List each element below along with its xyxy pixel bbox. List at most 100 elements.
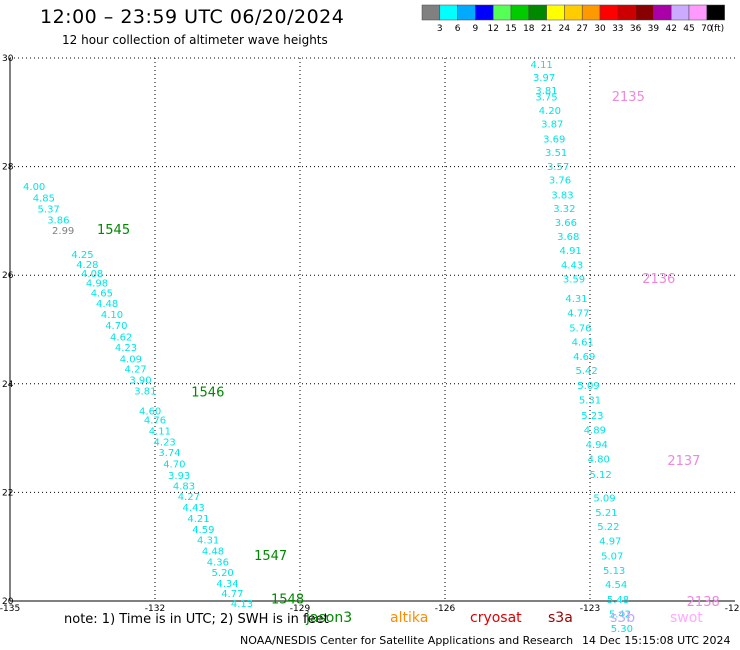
wave-height-label: 4.36 [207, 557, 229, 568]
y-tick-label: 30 [2, 54, 14, 64]
colorbar-swatch [653, 4, 672, 21]
wave-height-label: 4.89 [584, 425, 606, 436]
wave-height-label: 5.09 [577, 381, 599, 392]
wave-height-label: 4.23 [154, 437, 176, 448]
wave-height-label: 3.57 [547, 162, 569, 173]
colorbar-label: 21 [541, 24, 552, 34]
y-tick-label: 26 [2, 271, 14, 281]
wave-height-label: 4.11 [149, 426, 171, 437]
wave-height-label: 3.93 [168, 471, 190, 482]
wave-height-label: 4.91 [560, 246, 582, 257]
wave-height-label: 3.76 [549, 176, 571, 187]
footer-note: note: 1) Time is in UTC; 2) SWH is in fe… [64, 612, 329, 627]
colorbar-label: 33 [612, 24, 623, 34]
colorbar-swatch [492, 4, 512, 21]
colorbar-swatch [706, 4, 725, 21]
colorbar-swatch [617, 4, 636, 21]
legend-swot: swot [670, 610, 703, 626]
legend-cryosat: cryosat [470, 610, 522, 626]
colorbar-swatch [635, 4, 654, 21]
wave-height-label: 3.83 [551, 190, 573, 201]
colorbar-swatch [688, 4, 708, 21]
wave-height-label: 4.21 [187, 514, 209, 525]
wave-height-label: 4.34 [216, 579, 238, 590]
colorbar-swatch [528, 4, 547, 21]
wave-height-label: 3.74 [158, 448, 180, 459]
wave-height-label: 5.42 [609, 609, 631, 620]
colorbar-swatch [599, 4, 619, 21]
wave-height-label: 4.31 [197, 536, 219, 547]
wave-height-label: 4.27 [125, 365, 147, 376]
colorbar-label: 45 [683, 24, 694, 34]
wave-height-label: 3.32 [553, 204, 575, 215]
wave-height-label: 4.20 [539, 106, 561, 117]
colorbar-swatch [421, 4, 441, 21]
colorbar-label: 36 [630, 24, 642, 34]
wave-height-label: 4.11 [531, 60, 553, 71]
wave-height-label: 4.09 [120, 354, 142, 365]
wave-height-label: 3.86 [47, 215, 69, 226]
wave-height-label: 5.13 [603, 566, 625, 577]
colorbar-swatch [546, 4, 565, 21]
wave-height-label: 5.31 [579, 396, 601, 407]
wave-height-label: 3.59 [563, 274, 585, 285]
colorbar-label: 24 [559, 24, 571, 34]
wave-height-label: 2.99 [52, 226, 74, 237]
colorbar-swatch [564, 4, 583, 21]
wave-height-label: 4.65 [91, 289, 113, 300]
legend-s3a: s3a [548, 610, 573, 626]
wave-height-label: 5.30 [611, 624, 633, 635]
wave-height-label: 5.76 [569, 323, 591, 334]
colorbar-label: 70 [701, 24, 713, 34]
legend-jason3: jason3 [306, 610, 353, 626]
colorbar-label: 3 [437, 24, 443, 34]
colorbar-swatch [581, 4, 601, 21]
wave-height-label: 4.54 [605, 580, 627, 591]
wave-height-label: 5.48 [607, 595, 629, 606]
wave-height-label: 4.77 [221, 589, 243, 600]
wave-height-label: 3.90 [129, 375, 151, 386]
wave-height-label: 4.97 [599, 537, 621, 548]
wave-height-label: 5.22 [597, 522, 619, 533]
wave-height-label: 4.60 [139, 406, 161, 417]
x-tick-label: -120 [725, 604, 740, 614]
wave-height-label: 4.70 [105, 321, 127, 332]
colorbar: 3 6 9 12 15 18 21 24 27 30 33 36 39 42 45 70(ft) [421, 4, 725, 34]
wave-height-label: 4.70 [163, 460, 185, 471]
colorbar-swatch [439, 4, 458, 21]
y-tick-label: 20 [2, 597, 14, 607]
colorbar-swatch [670, 4, 690, 21]
wave-height-label: 3.75 [535, 93, 557, 104]
pass-time-label: 1545 [97, 223, 130, 238]
colorbar-swatch [457, 4, 476, 21]
wave-height-label: 3.69 [543, 134, 565, 145]
credit-line: NOAA/NESDIS Center for Satellite Applica… [240, 634, 574, 647]
wave-height-label: 4.13 [231, 599, 253, 610]
colorbar-label: 9 [473, 24, 479, 34]
pass-time-label: 1547 [254, 549, 287, 564]
wave-height-label: 3.66 [555, 218, 577, 229]
wave-height-label: 4.94 [586, 440, 608, 451]
wave-height-label: 5.21 [595, 508, 617, 519]
chart-title: 12:00 – 23:59 UTC 06/20/2024 [40, 6, 345, 28]
wave-height-label: 3.68 [557, 232, 579, 243]
pass-time-label: 2135 [612, 90, 645, 105]
pass-time-label: 2137 [667, 454, 700, 469]
colorbar-unit: (ft) [711, 24, 725, 34]
legend-s3b: s3b [610, 610, 636, 626]
wave-height-label: 4.08 [81, 269, 103, 280]
wave-height-label: 4.59 [192, 525, 214, 536]
wave-height-label: 4.69 [573, 352, 595, 363]
wave-height-label: 4.76 [144, 416, 166, 427]
wave-height-label: 4.43 [183, 503, 205, 514]
x-tick-label: -126 [435, 604, 456, 614]
wave-height-label: 4.23 [115, 343, 137, 354]
colorbar-label: 6 [455, 24, 461, 34]
y-tick-label: 22 [2, 488, 13, 498]
chart-subtitle: 12 hour collection of altimeter wave hei… [62, 33, 328, 47]
wave-height-label: 4.48 [202, 547, 224, 558]
wave-height-label: 5.42 [575, 366, 597, 377]
wave-height-label: 4.43 [561, 260, 583, 271]
wave-height-label: 4.28 [76, 260, 98, 271]
